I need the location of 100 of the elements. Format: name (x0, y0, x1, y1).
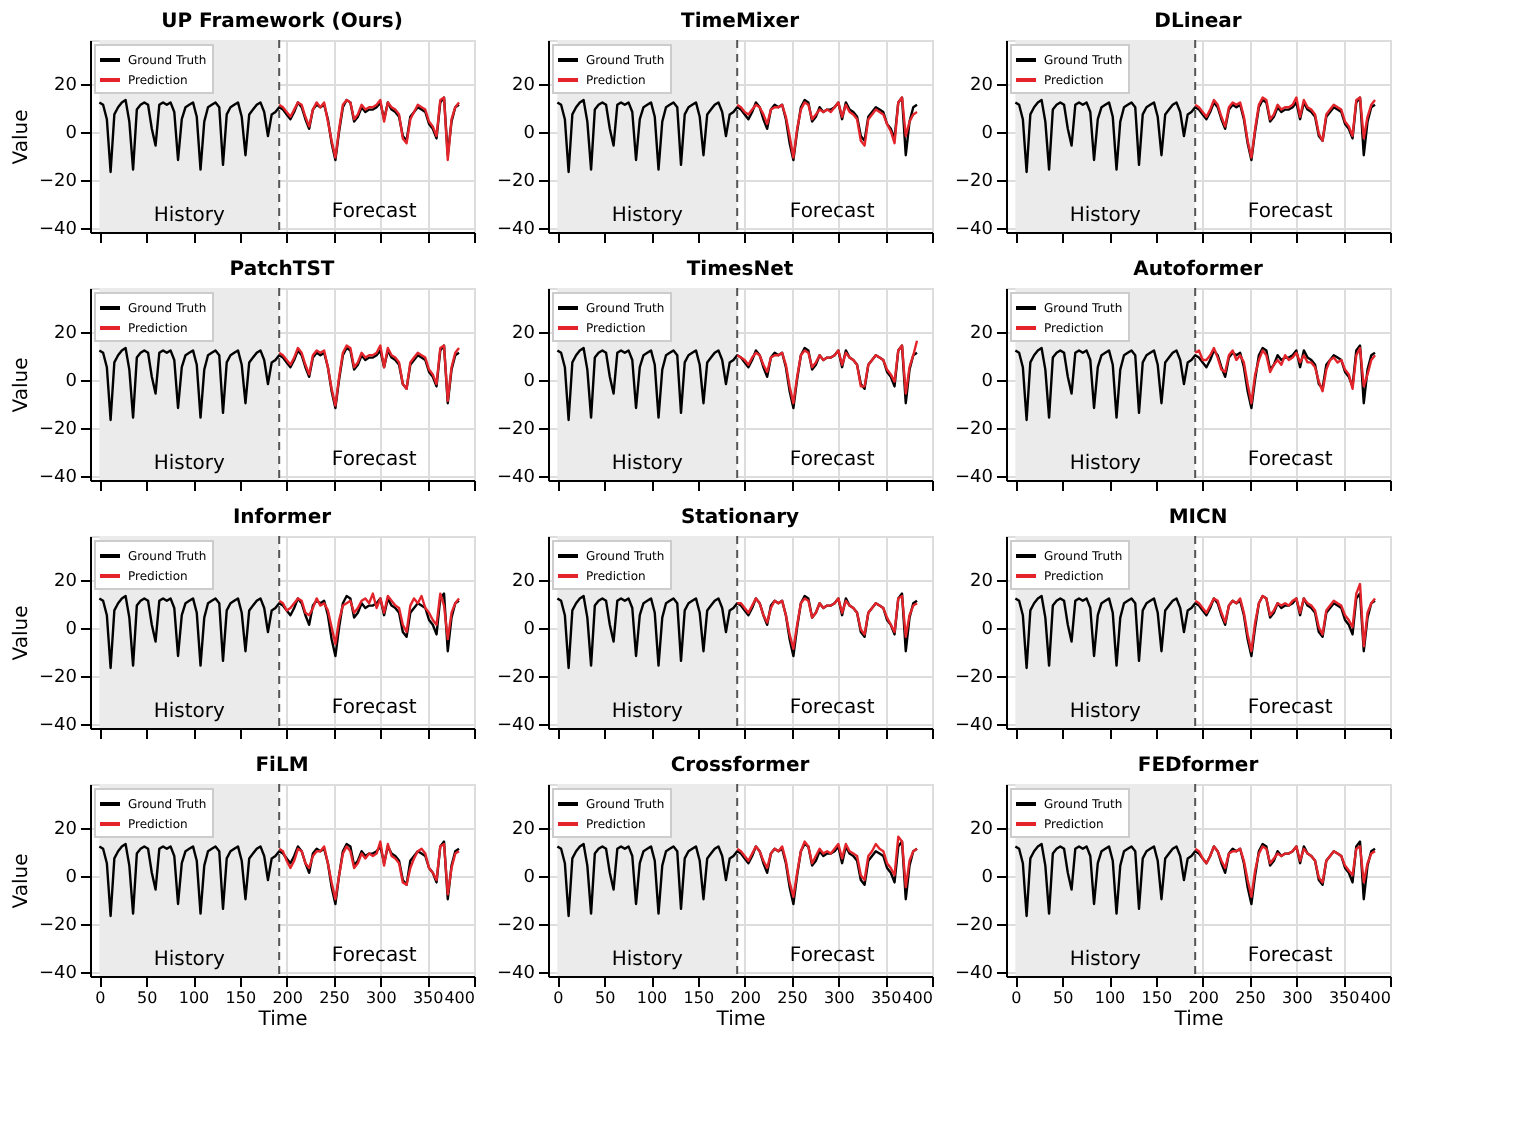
y-tick-label: 0 (65, 868, 78, 889)
x-tick-label: 400 (444, 989, 475, 1007)
y-tick-label: 20 (54, 76, 78, 97)
y-tick-label: −40 (39, 220, 78, 241)
annotation: Forecast (1247, 200, 1333, 223)
y-tick-label: −40 (497, 716, 536, 737)
y-tick-label: 0 (523, 124, 536, 145)
x-tick-label: 300 (1282, 989, 1313, 1007)
y-tick-label: −20 (497, 916, 536, 937)
chart-title: MICN (1168, 506, 1228, 529)
y-tick-label: −40 (497, 220, 536, 241)
x-tick-label: 50 (1053, 989, 1074, 1007)
x-tick-label: 350 (412, 989, 444, 1007)
x-tick-label: 200 (272, 989, 303, 1007)
x-tick-label: 150 (225, 989, 257, 1007)
x-tick-label: 100 (636, 989, 668, 1007)
y-tick-label: −20 (39, 172, 78, 193)
annotation: Forecast (331, 944, 417, 967)
x-tick-label: 400 (1360, 989, 1391, 1007)
y-tick-label: 20 (54, 820, 78, 841)
x-tick-label: 300 (366, 989, 397, 1007)
chart-title: TimesNet (686, 258, 794, 281)
y-tick-label: 0 (981, 620, 994, 641)
y-tick-label: −20 (955, 420, 994, 441)
y-tick-label: 0 (65, 372, 78, 393)
y-tick-label: 0 (981, 124, 994, 145)
band-label: History (611, 948, 684, 971)
y-tick-label: −20 (497, 668, 536, 689)
y-tick-label: 20 (512, 324, 536, 345)
y-tick-label: −20 (39, 916, 78, 937)
y-tick-label: 20 (512, 572, 536, 593)
y-tick-label: −40 (955, 716, 994, 737)
y-axis-title: Value (11, 109, 34, 165)
band-label: History (611, 452, 684, 475)
y-tick-label: 0 (981, 372, 994, 393)
x-tick-label: 200 (730, 989, 761, 1007)
x-axis-title: Time (256, 1009, 308, 1031)
annotation: Forecast (1247, 448, 1333, 471)
chart-title: UP Framework (Ours) (161, 10, 403, 33)
band-label: History (611, 700, 684, 723)
x-tick-label: 50 (137, 989, 158, 1007)
y-tick-label: −20 (497, 172, 536, 193)
y-tick-label: −40 (39, 468, 78, 489)
annotation: Forecast (789, 448, 875, 471)
annotation: Forecast (789, 200, 875, 223)
x-tick-label: 100 (178, 989, 210, 1007)
band-label: History (1069, 452, 1142, 475)
x-axis-title: Time (714, 1009, 766, 1031)
x-tick-label: 350 (870, 989, 902, 1007)
x-tick-label: 150 (1141, 989, 1173, 1007)
y-tick-label: −40 (39, 716, 78, 737)
y-tick-label: −20 (955, 172, 994, 193)
y-tick-label: 0 (523, 620, 536, 641)
y-tick-label: 20 (512, 76, 536, 97)
y-tick-label: 20 (512, 820, 536, 841)
y-axis-title: Value (11, 605, 34, 661)
x-tick-label: 400 (902, 989, 933, 1007)
x-tick-label: 150 (683, 989, 715, 1007)
y-tick-label: −40 (497, 468, 536, 489)
band-label: History (1069, 204, 1142, 227)
band-label: History (153, 452, 226, 475)
chart-title: Crossformer (670, 754, 810, 777)
x-tick-label: 350 (1328, 989, 1360, 1007)
y-axis-title: Value (11, 853, 34, 909)
y-tick-label: 0 (523, 868, 536, 889)
y-tick-label: 0 (981, 868, 994, 889)
x-tick-label: 0 (95, 989, 106, 1007)
y-tick-label: −20 (955, 916, 994, 937)
y-tick-label: 20 (54, 572, 78, 593)
y-tick-label: −40 (39, 964, 78, 985)
chart-title: Informer (232, 506, 332, 529)
x-tick-label: 50 (595, 989, 616, 1007)
band-label: History (1069, 948, 1142, 971)
band-label: History (153, 204, 226, 227)
x-tick-label: 0 (1011, 989, 1022, 1007)
annotation: Forecast (789, 696, 875, 719)
y-tick-label: 0 (65, 124, 78, 145)
y-tick-label: −20 (955, 668, 994, 689)
annotation: Forecast (1247, 696, 1333, 719)
chart-title: TimeMixer (681, 10, 800, 33)
x-tick-label: 250 (319, 989, 350, 1007)
y-tick-label: −20 (497, 420, 536, 441)
chart-title: DLinear (1154, 10, 1242, 33)
y-tick-label: −40 (497, 964, 536, 985)
y-tick-label: −20 (39, 420, 78, 441)
y-tick-label: −20 (39, 668, 78, 689)
annotation: Forecast (331, 696, 417, 719)
band-label: History (611, 204, 684, 227)
chart-title: Autoformer (1133, 258, 1263, 281)
y-tick-label: −40 (955, 220, 994, 241)
y-tick-label: 20 (970, 76, 994, 97)
y-tick-label: 20 (970, 820, 994, 841)
y-tick-label: 20 (54, 324, 78, 345)
x-tick-label: 200 (1188, 989, 1219, 1007)
x-tick-label: 100 (1094, 989, 1126, 1007)
annotation: Forecast (789, 944, 875, 967)
chart-title: FiLM (255, 754, 309, 777)
y-tick-label: 20 (970, 572, 994, 593)
x-tick-label: 250 (777, 989, 808, 1007)
annotation: Forecast (331, 200, 417, 223)
